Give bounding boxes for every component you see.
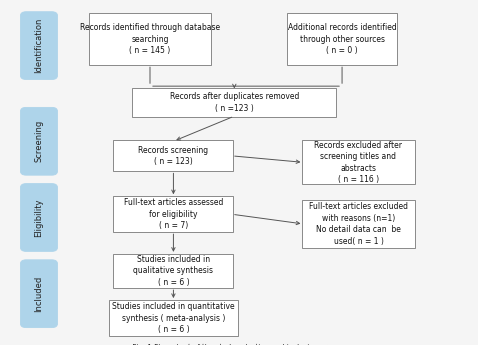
FancyBboxPatch shape xyxy=(21,12,57,79)
FancyBboxPatch shape xyxy=(113,196,233,232)
Text: Identification: Identification xyxy=(34,18,43,73)
FancyBboxPatch shape xyxy=(21,260,57,328)
FancyBboxPatch shape xyxy=(113,140,233,171)
Text: Full-text articles excluded
with reasons (n=1)
No detail data can  be
used( n = : Full-text articles excluded with reasons… xyxy=(309,202,408,246)
FancyBboxPatch shape xyxy=(287,13,397,65)
FancyBboxPatch shape xyxy=(302,200,415,248)
Text: Studies included in
qualitative synthesis
( n = 6 ): Studies included in qualitative synthesi… xyxy=(133,255,213,287)
Text: Records after duplicates removed
( n =123 ): Records after duplicates removed ( n =12… xyxy=(170,92,299,112)
Text: Studies included in quantitative
synthesis ( meta-analysis )
( n = 6 ): Studies included in quantitative synthes… xyxy=(112,302,235,334)
Text: Included: Included xyxy=(34,276,43,312)
Text: Fig. 1 Flow chart of the study selection and inclusion process: Fig. 1 Flow chart of the study selection… xyxy=(131,344,347,345)
FancyBboxPatch shape xyxy=(109,300,238,336)
FancyBboxPatch shape xyxy=(302,140,415,185)
Text: Screening: Screening xyxy=(34,120,43,162)
Text: Full-text articles assessed
for eligibility
( n = 7): Full-text articles assessed for eligibil… xyxy=(124,198,223,230)
Text: Records identified through database
searching
( n = 145 ): Records identified through database sear… xyxy=(80,23,220,55)
FancyBboxPatch shape xyxy=(132,88,337,117)
FancyBboxPatch shape xyxy=(89,13,211,65)
Text: Records screening
( n = 123): Records screening ( n = 123) xyxy=(138,146,208,166)
FancyBboxPatch shape xyxy=(21,107,57,175)
Text: Records excluded after
screening titles and
abstracts
( n = 116 ): Records excluded after screening titles … xyxy=(315,141,402,184)
Text: Eligibility: Eligibility xyxy=(34,198,43,237)
Text: Additional records identified
through other sources
( n = 0 ): Additional records identified through ot… xyxy=(288,23,396,55)
FancyBboxPatch shape xyxy=(113,254,233,288)
FancyBboxPatch shape xyxy=(21,184,57,252)
